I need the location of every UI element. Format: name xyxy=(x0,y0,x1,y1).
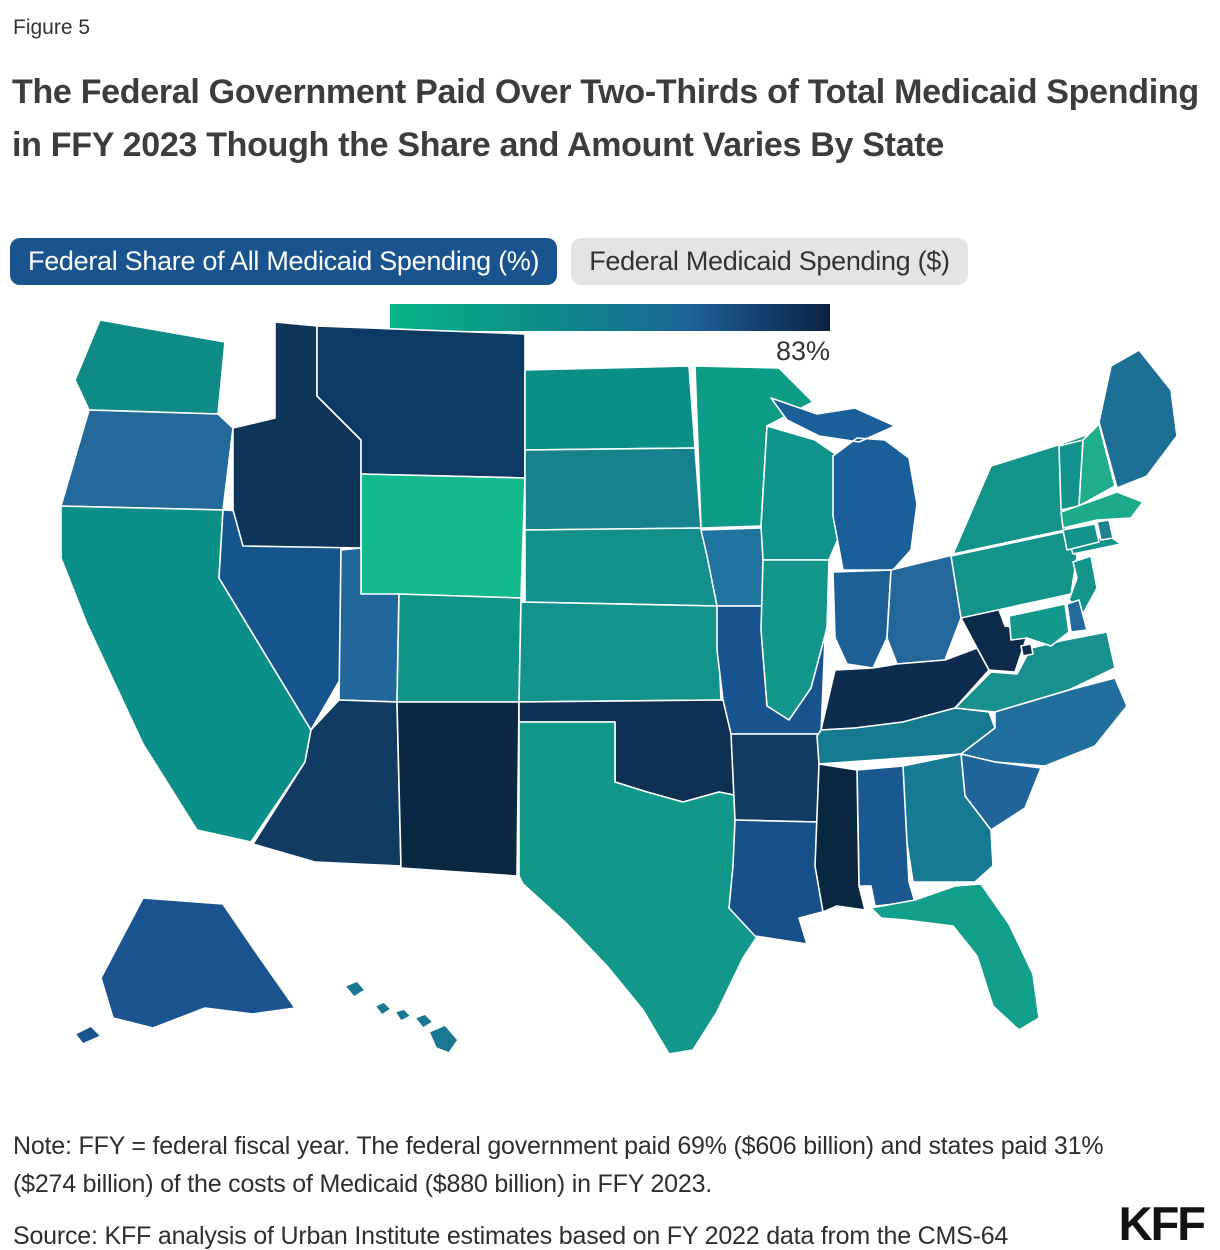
metric-toggle-group: Federal Share of All Medicaid Spending (… xyxy=(10,238,1210,285)
state-SD[interactable] xyxy=(524,447,702,531)
state-ME[interactable] xyxy=(1098,349,1178,489)
kff-logo: KFF xyxy=(1118,1197,1206,1250)
state-HI[interactable] xyxy=(344,980,459,1054)
toggle-federal-share-percent[interactable]: Federal Share of All Medicaid Spending (… xyxy=(10,238,558,285)
state-MS[interactable] xyxy=(814,763,866,913)
state-ND[interactable] xyxy=(524,365,696,451)
state-NE[interactable] xyxy=(524,527,718,607)
state-WA[interactable] xyxy=(74,319,226,415)
state-KS[interactable] xyxy=(518,601,722,703)
state-MA[interactable] xyxy=(1060,491,1144,529)
state-NC[interactable] xyxy=(960,677,1128,767)
state-NH[interactable] xyxy=(1078,423,1116,507)
state-RI[interactable] xyxy=(1096,519,1114,541)
state-CO[interactable] xyxy=(396,593,522,703)
state-DC[interactable] xyxy=(1020,643,1034,657)
state-AK[interactable] xyxy=(74,897,296,1045)
us-map-svg xyxy=(60,319,1178,1055)
state-OH[interactable] xyxy=(886,553,962,665)
state-PA[interactable] xyxy=(950,531,1078,619)
us-choropleth-map xyxy=(55,310,1205,1090)
state-FL[interactable] xyxy=(870,883,1040,1031)
legend-gradient-bar xyxy=(390,304,830,331)
toggle-federal-spending-dollars[interactable]: Federal Medicaid Spending ($) xyxy=(571,238,968,285)
source-text: Source: KFF analysis of Urban Institute … xyxy=(13,1222,1009,1250)
state-CT[interactable] xyxy=(1062,523,1100,551)
figure-label: Figure 5 xyxy=(13,16,91,39)
state-AR[interactable] xyxy=(730,733,822,823)
state-IL[interactable] xyxy=(760,559,830,721)
state-DE[interactable] xyxy=(1066,599,1088,633)
state-OR[interactable] xyxy=(60,409,234,511)
state-IN[interactable] xyxy=(832,569,892,669)
page-title: The Federal Government Paid Over Two-Thi… xyxy=(12,73,1199,164)
state-WY[interactable] xyxy=(360,473,526,599)
state-NM[interactable] xyxy=(396,701,520,877)
legend-max-label: 83% xyxy=(775,336,830,366)
note-text: Note: FFY = federal fiscal year. The fed… xyxy=(13,1132,1104,1198)
state-MD[interactable] xyxy=(1008,603,1070,647)
state-MI[interactable] xyxy=(770,397,918,571)
